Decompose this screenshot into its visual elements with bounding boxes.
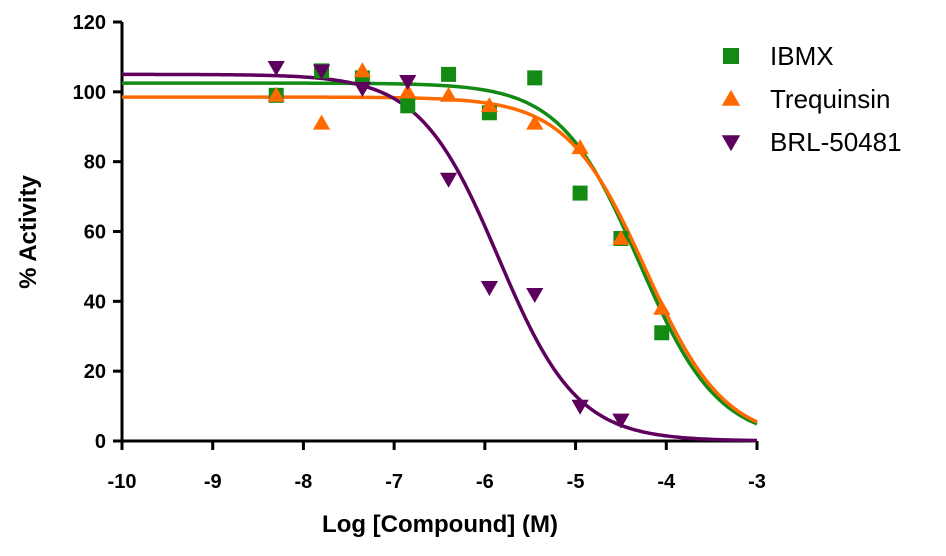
data-point-brl-50481 [571, 399, 589, 415]
data-point-trequinsin [353, 62, 372, 78]
legend-label-trequinsin: Trequinsin [770, 84, 890, 114]
data-point-trequinsin [526, 114, 544, 130]
data-point-trequinsin [267, 86, 285, 102]
data-point-trequinsin [653, 299, 671, 315]
fit-curves [122, 72, 758, 443]
data-point-ibmx [572, 185, 588, 201]
x-tick-label: -3 [748, 471, 766, 493]
data-point-brl-50481 [480, 280, 499, 296]
data-point-brl-50481 [267, 61, 285, 77]
y-axis-title: % Activity [15, 174, 42, 288]
legend-marker-ibmx [723, 48, 739, 64]
data-point-ibmx [654, 325, 670, 341]
data-point-brl-50481 [439, 172, 458, 188]
x-tick-label: -4 [657, 471, 676, 493]
y-tick-label: 20 [84, 361, 106, 383]
x-tick-label: -7 [385, 471, 403, 493]
y-tick-label: 40 [84, 291, 106, 313]
legend: IBMX Trequinsin BRL-50481 [721, 41, 902, 157]
legend-marker-brl-50481 [721, 135, 741, 152]
data-point-brl-50481 [526, 287, 544, 303]
fit-curve-trequinsin [122, 95, 758, 424]
data-point-trequinsin [399, 83, 417, 99]
x-tick-label: -10 [108, 471, 137, 493]
y-tick-label: 80 [84, 152, 106, 174]
data-point-brl-50481 [312, 64, 331, 80]
data-point-ibmx [441, 66, 457, 82]
x-tick-label: -8 [295, 471, 313, 493]
legend-label-ibmx: IBMX [770, 41, 834, 71]
legend-marker-trequinsin [721, 89, 741, 106]
data-points [267, 61, 671, 429]
data-point-trequinsin [612, 229, 630, 245]
fit-curve-brl-50481 [122, 72, 758, 443]
data-point-trequinsin [439, 86, 458, 102]
fit-curve-ibmx [122, 81, 758, 426]
data-point-brl-50481 [353, 81, 372, 97]
data-point-trequinsin [571, 139, 589, 155]
y-tick-label: 120 [73, 12, 106, 34]
data-point-brl-50481 [612, 413, 630, 429]
data-point-trequinsin [480, 97, 499, 113]
y-tick-label: 60 [84, 222, 106, 244]
data-point-brl-50481 [399, 74, 417, 90]
x-tick-label: -5 [567, 471, 585, 493]
x-tick-label: -9 [204, 471, 222, 493]
data-point-ibmx [400, 98, 416, 114]
data-point-trequinsin [312, 114, 331, 130]
ticks: -10 -9 -8 -7 -6 -5 -4 -3 0 20 40 60 80 100 120 [73, 12, 766, 493]
x-tick-label: -6 [476, 471, 494, 493]
y-tick-label: 100 [73, 82, 106, 104]
x-axis-title: Log [Compound] (M) [322, 511, 558, 538]
legend-label-brl-50481: BRL-50481 [770, 127, 902, 157]
y-tick-label: 0 [95, 431, 106, 453]
data-point-ibmx [527, 70, 543, 86]
